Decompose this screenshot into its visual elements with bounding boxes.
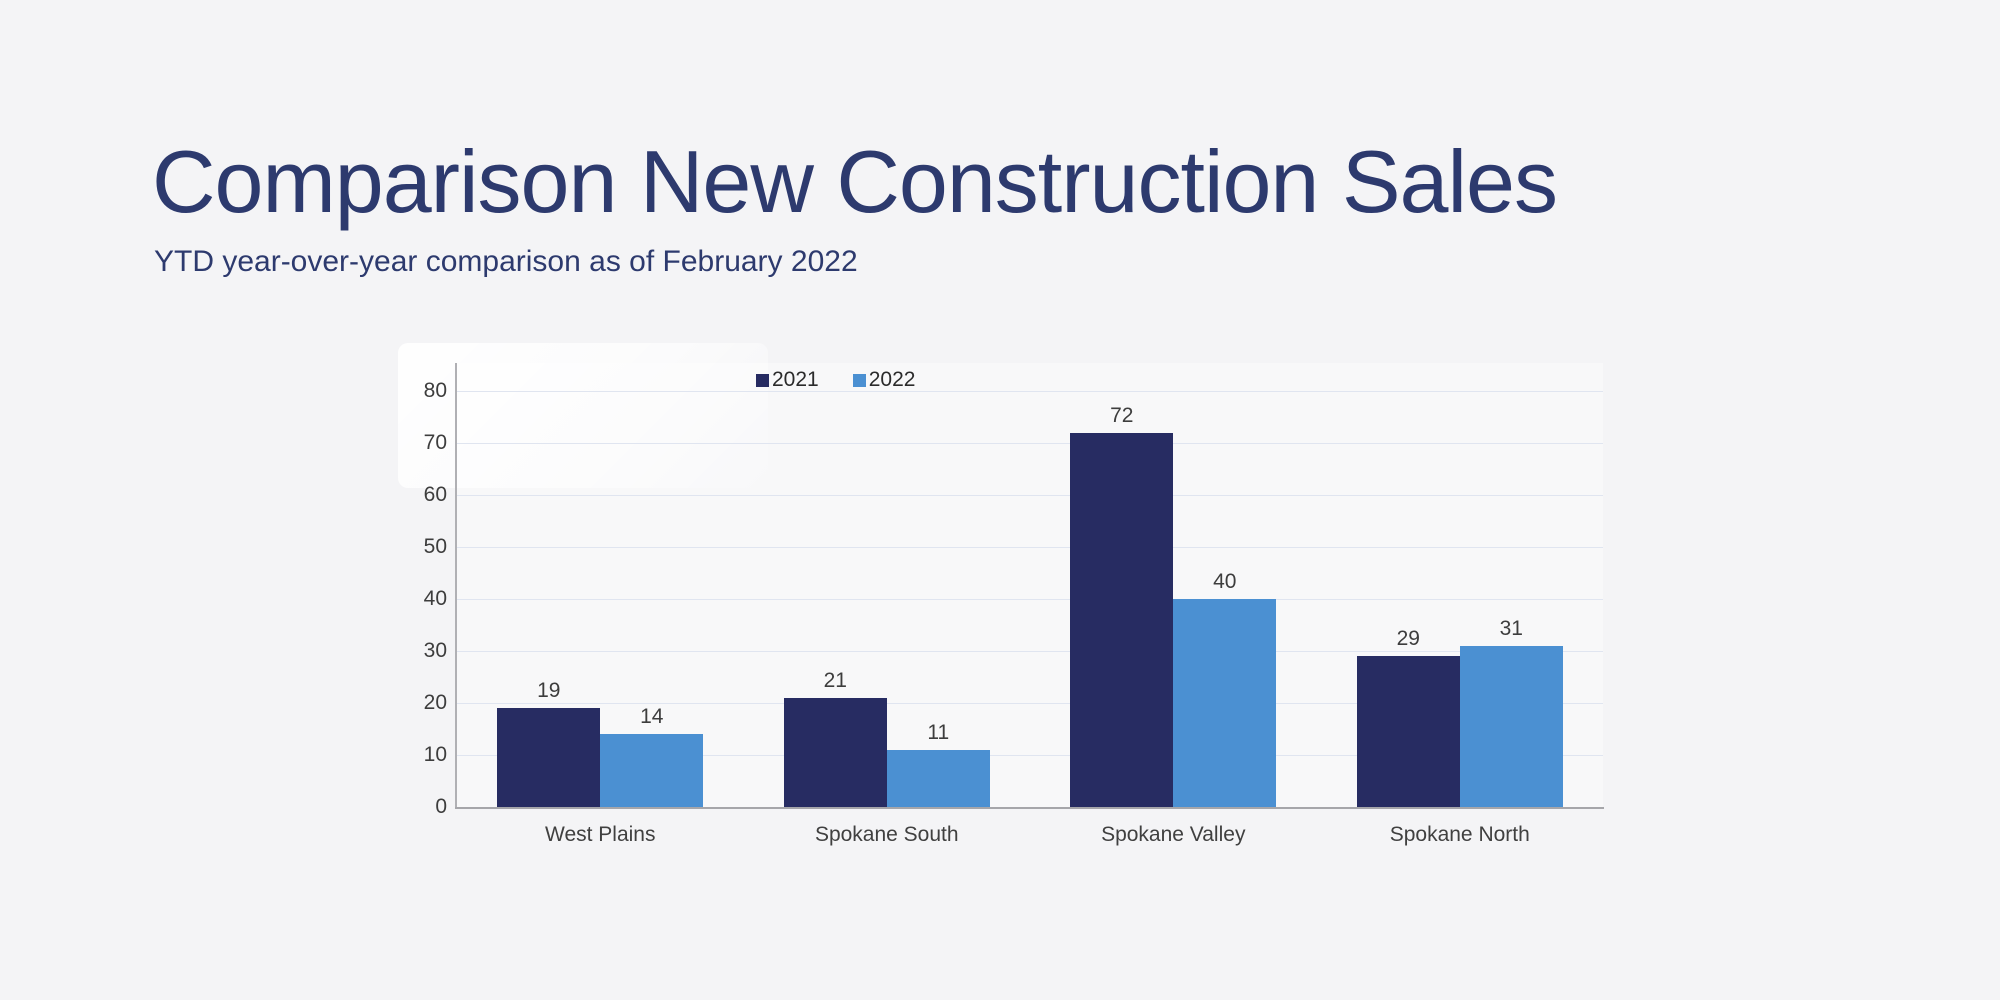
gridline-30 [457, 650, 1603, 652]
legend-swatch-2021-icon [756, 373, 769, 387]
page-title: Comparison New Construction Sales [152, 132, 1558, 231]
value-label-2022-spokane-south: 11 [927, 720, 950, 744]
y-tick-label-10: 10 [423, 743, 447, 766]
x-axis-line [455, 807, 1604, 809]
legend-label-2021: 2021 [772, 368, 819, 391]
bar-2022-spokane-south [886, 749, 990, 807]
y-tick-label-50: 50 [423, 535, 447, 558]
legend-swatch-2022-icon [852, 373, 866, 387]
y-tick-label-70: 70 [423, 431, 447, 454]
value-label-2021-spokane-south: 21 [823, 668, 847, 692]
category-label-spokane-valley: Spokane Valley [1101, 823, 1246, 846]
value-label-2022-spokane-valley: 40 [1213, 570, 1237, 593]
y-tick-label-0: 0 [435, 795, 447, 818]
gridline-20 [457, 702, 1603, 704]
gridline-70 [457, 442, 1603, 444]
value-label-2021-spokane-north: 29 [1396, 627, 1420, 651]
category-label-west-plains: West Plains [545, 823, 656, 846]
value-label-2021-west-plains: 19 [537, 679, 561, 703]
y-tick-label-20: 20 [423, 691, 447, 714]
legend-label-2022: 2022 [868, 368, 916, 391]
value-label-2021-spokane-valley: 72 [1110, 403, 1134, 427]
bar-2021-spokane-north [1356, 656, 1460, 807]
gridline-60 [457, 494, 1603, 496]
gridline-50 [457, 546, 1603, 548]
gridline-40 [457, 598, 1603, 600]
y-tick-label-80: 80 [423, 379, 447, 402]
value-label-2022-spokane-north: 31 [1499, 616, 1523, 640]
chart-highlight-panel [398, 343, 768, 488]
y-tick-label-40: 40 [423, 587, 447, 610]
page-subtitle: YTD year-over-year comparison as of Febr… [154, 245, 858, 278]
legend-item-2022: 2022 [852, 368, 916, 391]
value-label-2022-west-plains: 14 [640, 705, 664, 729]
bar-2021-spokane-valley [1070, 432, 1174, 807]
chart-legend: 2021 2022 [756, 368, 916, 391]
bar-2022-west-plains [600, 734, 704, 807]
y-tick-label-60: 60 [423, 483, 447, 506]
y-axis-line [455, 363, 457, 809]
gridline-80 [457, 390, 1603, 392]
legend-item-2021: 2021 [756, 368, 819, 391]
bar-2021-spokane-south [783, 697, 887, 807]
gridline-10 [457, 754, 1603, 756]
bar-2022-spokane-north [1459, 645, 1563, 807]
y-tick-label-30: 30 [423, 639, 447, 662]
bar-2022-spokane-valley [1173, 599, 1277, 807]
bar-2021-west-plains [497, 708, 601, 807]
category-label-spokane-north: Spokane North [1389, 823, 1530, 846]
category-label-spokane-south: Spokane South [814, 823, 959, 846]
